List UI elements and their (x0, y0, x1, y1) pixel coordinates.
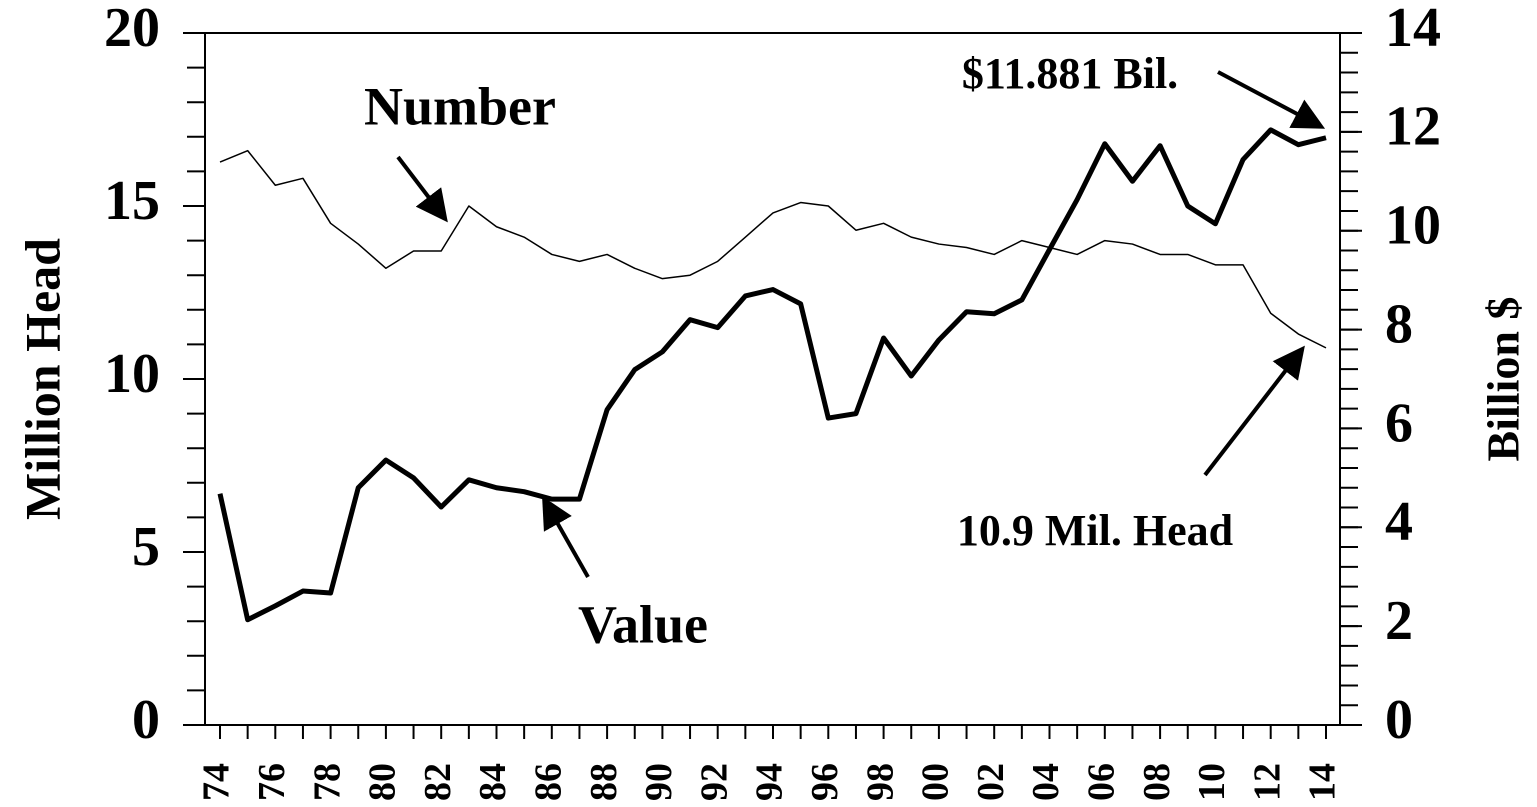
y-tick-label: 0 (132, 689, 160, 751)
y2-tick-label: 0 (1385, 689, 1413, 751)
y-tick-label: 10 (104, 343, 160, 405)
x-tick-label: 02 (970, 763, 1012, 801)
x-tick-label: 76 (251, 763, 293, 801)
x-tick-label: 00 (915, 763, 957, 801)
x-tick-label: 14 (1302, 763, 1344, 801)
plot-frame (204, 32, 1341, 726)
y-tick-label: 15 (104, 170, 160, 232)
y2-tick-label: 8 (1385, 293, 1413, 355)
x-tick-label: 88 (583, 763, 625, 801)
x-tick-label: 92 (693, 763, 735, 801)
x-tick-label: 98 (859, 763, 901, 801)
arrow (1203, 345, 1305, 477)
x-tick-label: 10 (1191, 763, 1233, 801)
series-annotation: Number (364, 76, 556, 136)
y2-tick-label: 4 (1385, 491, 1413, 553)
x-tick-label: 96 (804, 763, 846, 801)
y2-tick-label: 2 (1385, 590, 1413, 652)
series-line (219, 149, 1327, 349)
y2-axis-label: Billion $ (1478, 297, 1529, 462)
arrow (396, 155, 448, 223)
x-tick-label: 86 (528, 763, 570, 801)
y2-tick-label: 12 (1385, 96, 1441, 158)
y-tick-label: 5 (132, 516, 160, 578)
x-tick-label: 06 (1081, 763, 1123, 801)
y2-tick-label: 10 (1385, 195, 1441, 257)
x-tick-label: 94 (749, 763, 791, 801)
x-tick-label: 80 (362, 763, 404, 801)
x-tick-label: 82 (417, 763, 459, 801)
y-axis-label: Million Head (14, 238, 70, 520)
x-tick-label: 74 (196, 763, 238, 801)
series-line (217, 127, 1327, 623)
y2-tick-label: 6 (1385, 392, 1413, 454)
series-annotation: Value (578, 594, 708, 654)
x-tick-label: 90 (638, 763, 680, 801)
x-tick-label: 12 (1246, 763, 1288, 801)
annotation: 10.9 Mil. Head (957, 506, 1233, 555)
arrow (542, 496, 590, 578)
arrow (1217, 70, 1326, 129)
y2-tick-label: 14 (1385, 0, 1441, 59)
x-tick-label: 04 (1025, 763, 1067, 801)
x-tick-label: 78 (306, 763, 348, 801)
y-tick-label: 20 (104, 0, 160, 59)
x-tick-label: 84 (472, 763, 514, 801)
annotation: $11.881 Bil. (962, 49, 1178, 98)
x-tick-label: 08 (1136, 763, 1178, 801)
